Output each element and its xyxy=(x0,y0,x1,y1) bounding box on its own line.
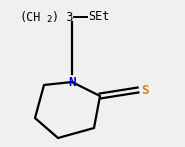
Text: N: N xyxy=(68,76,76,88)
Text: SEt: SEt xyxy=(88,10,109,24)
Text: ) 3: ) 3 xyxy=(52,10,73,24)
Text: (CH: (CH xyxy=(20,10,41,24)
Text: S: S xyxy=(141,83,149,96)
Text: 2: 2 xyxy=(46,15,51,25)
